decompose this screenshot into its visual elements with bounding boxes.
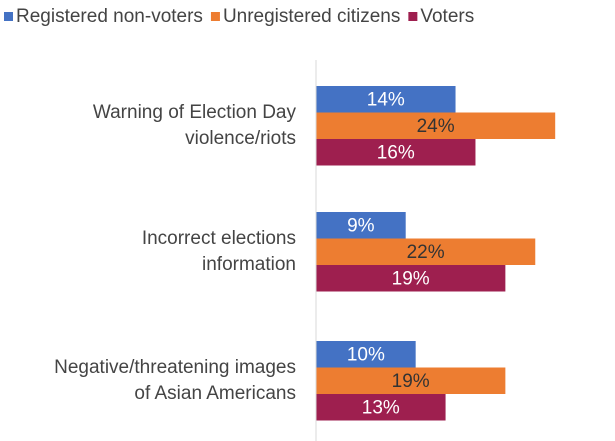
- legend-swatch: [4, 12, 13, 21]
- bar: [316, 139, 476, 166]
- legend-swatch: [210, 12, 220, 21]
- value-label: 9%: [347, 215, 375, 236]
- bar: [316, 212, 406, 239]
- category-label: information: [202, 254, 296, 275]
- value-label: 19%: [392, 268, 430, 289]
- bar: [316, 394, 446, 421]
- legend-label: Voters: [420, 6, 474, 27]
- bar: [316, 265, 506, 292]
- bar: [316, 367, 506, 394]
- value-label: 10%: [347, 344, 385, 365]
- legend-swatch: [408, 12, 418, 21]
- value-label: 13%: [362, 397, 400, 418]
- bar: [316, 112, 556, 139]
- bar: [316, 86, 456, 113]
- category-label: Negative/threatening images: [54, 357, 296, 378]
- value-label: 16%: [377, 142, 415, 163]
- legend-label: Unregistered citizens: [223, 6, 400, 27]
- value-label: 22%: [407, 242, 445, 263]
- bar: [316, 238, 536, 265]
- value-label: 19%: [392, 371, 430, 392]
- category-label: Warning of Election Day: [93, 102, 297, 123]
- value-label: 14%: [367, 89, 405, 110]
- category-label: of Asian Americans: [134, 383, 296, 404]
- category-label: Incorrect elections: [142, 228, 296, 249]
- value-label: 24%: [417, 116, 455, 137]
- category-label: violence/riots: [185, 128, 296, 149]
- legend-label: Registered non-voters: [16, 6, 203, 27]
- bar: [316, 341, 416, 368]
